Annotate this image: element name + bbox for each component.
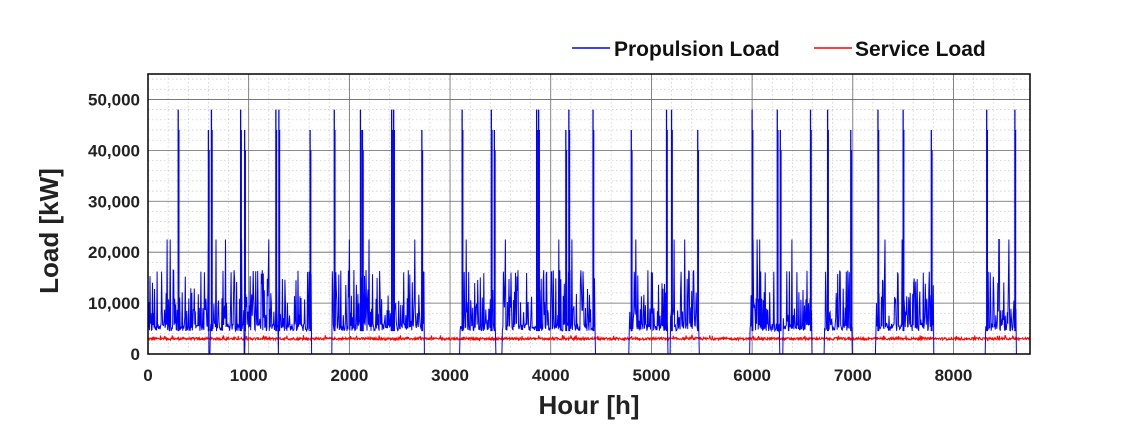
- y-tick-label: 20,000: [88, 243, 140, 262]
- y-tick-label: 40,000: [88, 141, 140, 160]
- series-layer: [147, 109, 1031, 355]
- y-tick-label: 10,000: [88, 294, 140, 313]
- x-tick-label: 2000: [330, 366, 368, 385]
- x-tick-label: 3000: [431, 366, 469, 385]
- x-tick-label: 6000: [733, 366, 771, 385]
- y-tick-label: 0: [131, 345, 140, 364]
- x-axis-label: Hour [h]: [538, 390, 639, 420]
- y-axis-ticks: 0 10,000 20,000 30,000 40,000 50,000: [88, 90, 140, 364]
- plot-frame: [147, 73, 1031, 355]
- x-axis-ticks: 0 1000 2000 3000 4000 5000 6000 7000 8000: [143, 366, 972, 385]
- x-tick-label: 4000: [532, 366, 570, 385]
- propulsion-load-line: [147, 239, 1030, 355]
- x-tick-label: 1000: [230, 366, 268, 385]
- legend: Propulsion Load Service Load: [572, 38, 986, 61]
- y-axis-label: Load [kW]: [34, 168, 64, 294]
- y-tick-label: 30,000: [88, 192, 140, 211]
- x-tick-label: 0: [143, 366, 152, 385]
- x-tick-label: 7000: [834, 366, 872, 385]
- x-tick-label: 5000: [633, 366, 671, 385]
- legend-service-label: Service Load: [855, 38, 986, 61]
- x-tick-label: 8000: [935, 366, 973, 385]
- service-load-line: [147, 334, 1031, 342]
- legend-propulsion-label: Propulsion Load: [614, 38, 780, 61]
- minor-grid: [148, 74, 1030, 354]
- y-tick-label: 50,000: [88, 90, 140, 109]
